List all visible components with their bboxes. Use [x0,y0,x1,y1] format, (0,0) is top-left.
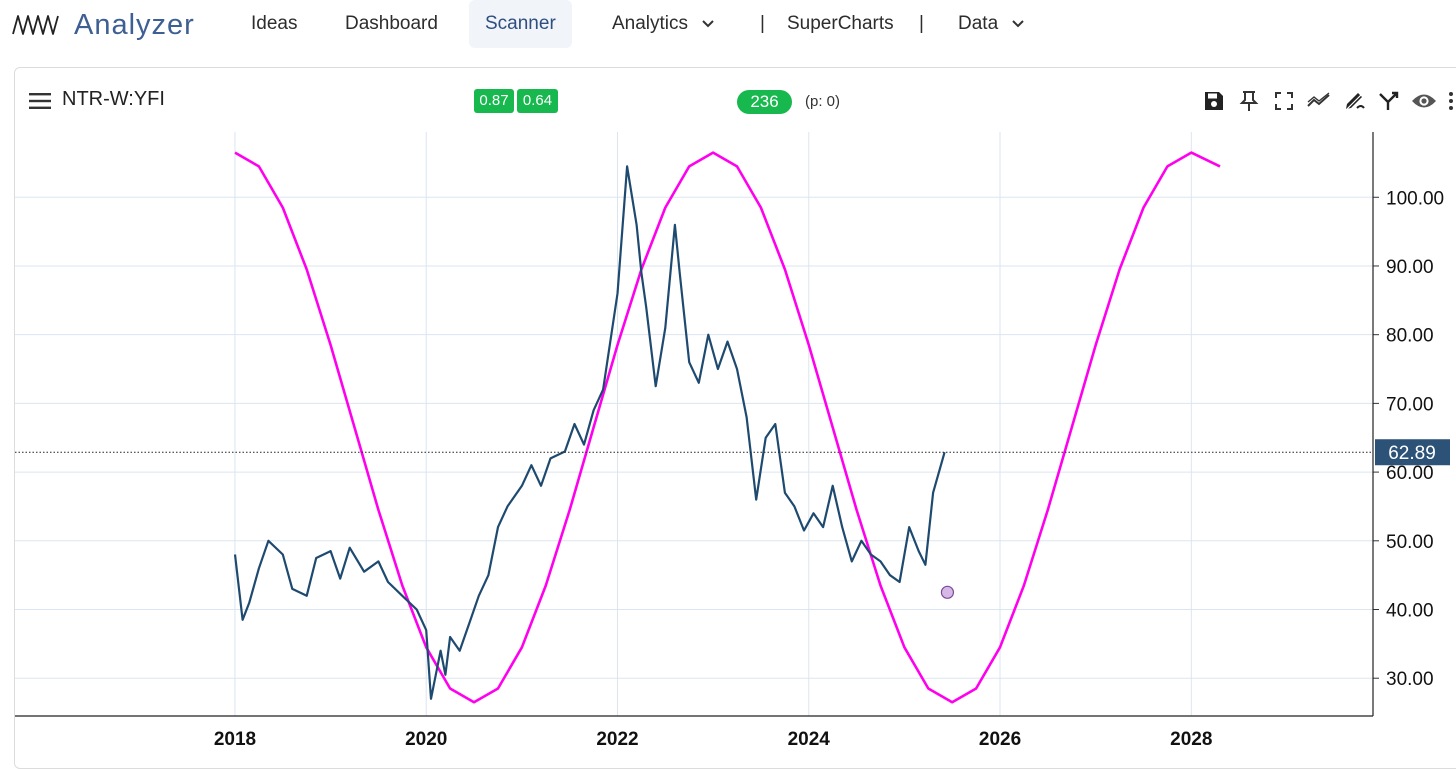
x-tick-label: 2024 [788,729,831,750]
chart-series [15,151,1373,704]
current-price-tag [1375,439,1450,466]
count-badge: 236 [737,90,792,114]
nav-analytics-label: Analytics [612,13,689,34]
chevron-down-icon [1012,20,1025,28]
more-button[interactable] [1441,88,1456,114]
visibility-button[interactable] [1406,88,1441,114]
nav-analytics[interactable]: Analytics [612,0,715,48]
pin-icon [1239,91,1258,111]
p-value-note: (p: 0) [805,93,841,110]
chart-panel: NTR-W:YFI 0.87 0.64 236 (p: 0) [14,67,1456,769]
top-navigation: Analyzer Ideas Dashboard Scanner Analyti… [0,0,1456,52]
price-line[interactable] [233,165,946,700]
visibility-icon [1411,94,1436,108]
save-button[interactable] [1196,88,1231,114]
chart-header: NTR-W:YFI 0.87 0.64 236 (p: 0) [15,68,1456,128]
y-tick-label: 80.00 [1386,326,1434,347]
x-tick-label: 2022 [596,729,638,750]
y-tick-label: 100.00 [1386,188,1444,209]
nav-separator: | [919,13,924,34]
more-icon [1449,92,1453,110]
y-tick-label: 70.00 [1386,394,1434,415]
nav-data[interactable]: Data [958,0,1025,48]
current-price-label: 62.89 [1388,443,1436,464]
pin-button[interactable] [1231,88,1266,114]
y-tick-label: 50.00 [1386,532,1434,553]
nav-dashboard[interactable]: Dashboard [345,13,438,34]
y-tick-label: 60.00 [1386,463,1434,484]
fullscreen-icon [1274,92,1293,110]
y-tick-label: 40.00 [1386,601,1434,622]
chart-toolbar [1196,88,1456,114]
stat-badge: 0.64 [517,89,558,113]
draw-button[interactable] [1336,88,1371,114]
nav-separator: | [760,13,765,34]
nav-supercharts[interactable]: SuperCharts [787,13,894,34]
draw-icon [1344,92,1365,112]
chart-axes: 2018 2020 2022 2024 2026 2028 30.00 40.00 50.00 6… [15,132,1450,750]
y-tick-label: 30.00 [1386,669,1434,690]
nav-data-label: Data [958,13,999,34]
wave-logo-icon [12,15,59,35]
hamburger-menu-icon[interactable] [29,93,51,109]
indicator-icon [1306,92,1330,107]
x-tick-label: 2020 [405,729,447,750]
save-icon [1204,92,1223,110]
x-tick-label: 2028 [1170,729,1212,750]
indicator-button[interactable] [1301,88,1336,114]
stat-badge: 0.87 [474,89,514,113]
chart-grid [15,132,1373,716]
app-name: Analyzer [74,8,195,41]
app-logo[interactable]: Analyzer [12,8,195,42]
x-tick-label: 2018 [214,729,256,750]
y-tick-label: 90.00 [1386,257,1434,278]
chevron-down-icon [702,20,715,28]
cycle-line[interactable] [234,151,1221,704]
fullscreen-button[interactable] [1266,88,1301,114]
cycle-marker[interactable] [940,585,955,599]
x-tick-label: 2026 [979,729,1021,750]
compare-button[interactable] [1371,88,1406,114]
chart-symbol[interactable]: NTR-W:YFI [62,88,165,110]
nav-ideas[interactable]: Ideas [251,13,298,34]
compare-icon [1378,91,1398,110]
nav-scanner[interactable]: Scanner [469,0,572,48]
